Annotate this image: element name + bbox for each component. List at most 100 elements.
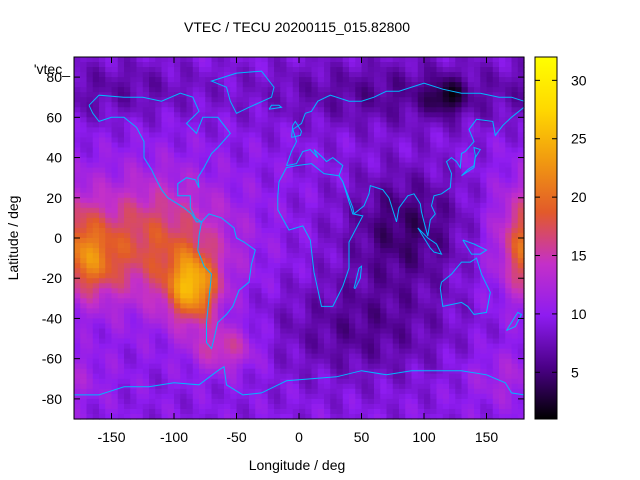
heatmap-cell bbox=[292, 268, 300, 274]
heatmap-cell bbox=[86, 192, 94, 199]
heatmap-cell bbox=[80, 243, 88, 249]
heatmap-cell bbox=[474, 142, 481, 149]
heatmap-cell bbox=[274, 67, 281, 73]
heatmap-cell bbox=[367, 87, 375, 93]
heatmap-cell bbox=[149, 147, 156, 154]
heatmap-cell bbox=[286, 192, 294, 199]
heatmap-cell bbox=[261, 393, 269, 400]
heatmap-cell bbox=[299, 238, 306, 244]
heatmap-cell bbox=[186, 127, 194, 134]
heatmap-cell bbox=[311, 338, 319, 345]
heatmap-cell bbox=[205, 72, 213, 78]
heatmap-cell bbox=[399, 117, 406, 123]
heatmap-cell bbox=[392, 62, 400, 68]
heatmap-cell bbox=[342, 243, 350, 249]
heatmap-cell bbox=[480, 172, 488, 179]
heatmap-cell bbox=[411, 87, 419, 93]
heatmap-cell bbox=[349, 222, 356, 229]
heatmap-cell bbox=[199, 383, 206, 390]
heatmap-cell bbox=[205, 172, 213, 179]
heatmap-cell bbox=[317, 243, 325, 249]
heatmap-cell bbox=[442, 298, 450, 304]
heatmap-cell bbox=[211, 248, 219, 254]
heatmap-cell bbox=[392, 177, 400, 184]
heatmap-cell bbox=[142, 232, 150, 239]
heatmap-cell bbox=[205, 137, 213, 144]
heatmap-cell bbox=[455, 308, 463, 315]
heatmap-cell bbox=[111, 187, 119, 194]
heatmap-cell bbox=[436, 162, 444, 169]
heatmap-cell bbox=[355, 82, 363, 88]
heatmap-cell bbox=[186, 253, 194, 259]
heatmap-cell bbox=[299, 92, 306, 98]
heatmap-cell bbox=[424, 82, 431, 88]
heatmap-cell bbox=[505, 383, 513, 390]
heatmap-cell bbox=[392, 202, 400, 209]
heatmap-cell bbox=[74, 132, 81, 139]
heatmap-cell bbox=[105, 308, 113, 315]
heatmap-cell bbox=[399, 393, 406, 400]
heatmap-cell bbox=[499, 222, 506, 229]
heatmap-cell bbox=[105, 87, 113, 93]
heatmap-cell bbox=[117, 162, 125, 169]
heatmap-cell bbox=[492, 107, 500, 113]
heatmap-cell bbox=[99, 283, 106, 289]
heatmap-cell bbox=[142, 152, 150, 159]
heatmap-cell bbox=[99, 268, 106, 274]
heatmap-cell bbox=[392, 258, 400, 264]
heatmap-cell bbox=[311, 328, 319, 335]
heatmap-cell bbox=[192, 197, 200, 204]
heatmap-cell bbox=[117, 192, 125, 199]
heatmap-cell bbox=[292, 147, 300, 154]
heatmap-cell bbox=[305, 197, 313, 204]
heatmap-cell bbox=[80, 333, 88, 340]
heatmap-cell bbox=[274, 353, 281, 360]
heatmap-cell bbox=[161, 152, 169, 159]
heatmap-cell bbox=[405, 318, 413, 325]
heatmap-cell bbox=[180, 197, 188, 204]
heatmap-cell bbox=[511, 393, 519, 400]
heatmap-cell bbox=[261, 67, 269, 73]
heatmap-cell bbox=[105, 217, 113, 224]
heatmap-cell bbox=[167, 283, 175, 289]
heatmap-cell bbox=[205, 142, 213, 149]
heatmap-cell bbox=[455, 343, 463, 350]
heatmap-cell bbox=[142, 217, 150, 224]
heatmap-cell bbox=[492, 293, 500, 299]
heatmap-cell bbox=[230, 117, 238, 123]
heatmap-cell bbox=[455, 137, 463, 144]
heatmap-cell bbox=[399, 298, 406, 304]
heatmap-cell bbox=[480, 263, 488, 269]
heatmap-cell bbox=[242, 127, 250, 134]
heatmap-cell bbox=[517, 92, 525, 98]
heatmap-cell bbox=[380, 227, 388, 234]
heatmap-cell bbox=[424, 162, 431, 169]
heatmap-cell bbox=[236, 383, 244, 390]
heatmap-cell bbox=[261, 197, 269, 204]
heatmap-cell bbox=[80, 393, 88, 400]
heatmap-cell bbox=[99, 202, 106, 209]
heatmap-cell bbox=[386, 353, 394, 360]
heatmap-cell bbox=[224, 308, 231, 315]
heatmap-cell bbox=[274, 348, 281, 355]
heatmap-cell bbox=[392, 87, 400, 93]
heatmap-cell bbox=[142, 72, 150, 78]
heatmap-cell bbox=[199, 157, 206, 164]
heatmap-cell bbox=[480, 238, 488, 244]
heatmap-cell bbox=[380, 117, 388, 123]
heatmap-cell bbox=[311, 92, 319, 98]
heatmap-cell bbox=[436, 147, 444, 154]
heatmap-cell bbox=[511, 333, 519, 340]
heatmap-cell bbox=[517, 253, 525, 259]
heatmap-cell bbox=[211, 293, 219, 299]
heatmap-cell bbox=[205, 238, 213, 244]
heatmap-cell bbox=[499, 107, 506, 113]
heatmap-cell bbox=[405, 298, 413, 304]
heatmap-cell bbox=[192, 373, 200, 380]
heatmap-cell bbox=[386, 217, 394, 224]
heatmap-cell bbox=[211, 388, 219, 395]
heatmap-cell bbox=[205, 398, 213, 405]
heatmap-cell bbox=[99, 162, 106, 169]
heatmap-cell bbox=[167, 227, 175, 234]
heatmap-cell bbox=[480, 338, 488, 345]
